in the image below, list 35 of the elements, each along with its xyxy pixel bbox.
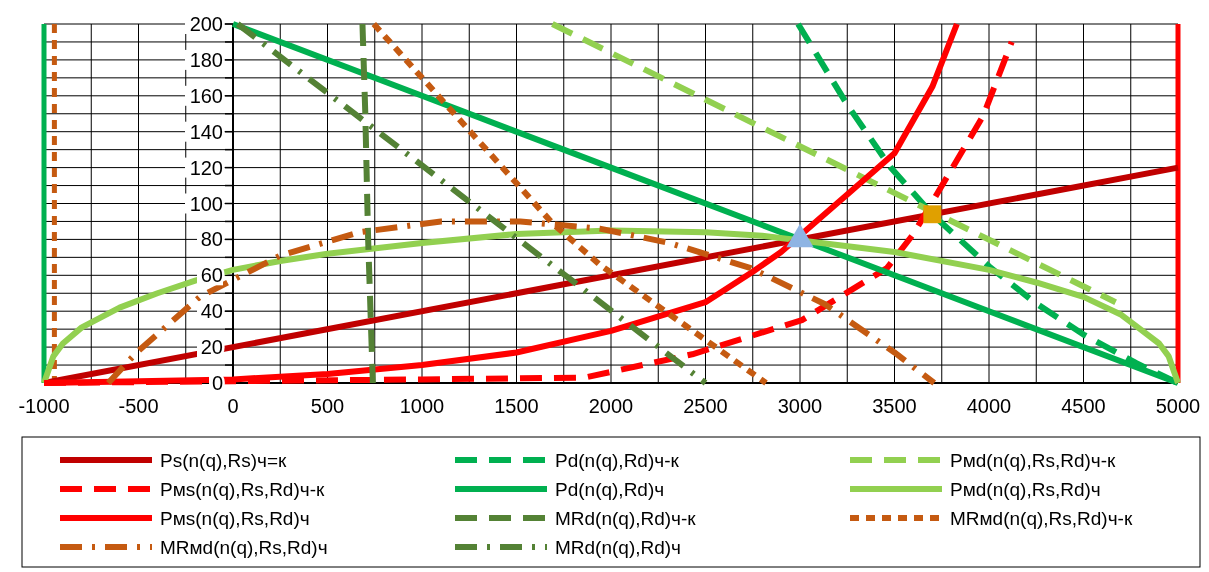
y-tick-label: 200: [189, 13, 223, 35]
legend-label: Pd(n(q),Rd)ч-к: [555, 449, 680, 471]
y-tick-label: 100: [189, 192, 223, 215]
y-tick-label: 140: [189, 120, 223, 143]
y-tick-label: 40: [200, 300, 223, 323]
x-tick-label: 0: [227, 395, 239, 417]
y-tick-label: 180: [189, 48, 223, 71]
legend-label: MRмd(n(q),Rs,Rd)ч-к: [950, 507, 1133, 529]
x-tick-label: 5000: [1155, 395, 1201, 417]
legend-label: Ps(n(q),Rs)ч=к: [160, 449, 288, 471]
legend-label: MRd(n(q),Rd)ч-к: [555, 507, 697, 529]
x-tick-label: 4500: [1061, 395, 1106, 417]
legend-label: MRмd(n(q),Rs,Rd)ч: [160, 536, 328, 558]
x-tick-label: 1000: [399, 395, 445, 417]
legend-label: Pмs(n(q),Rs,Rd)ч: [160, 507, 310, 529]
legend-label: Pмs(n(q),Rs,Rd)ч-к: [160, 478, 325, 500]
y-tick-label: 60: [200, 264, 223, 287]
x-tick-label: 3000: [777, 395, 823, 417]
x-tick-label: 1500: [494, 395, 539, 417]
y-tick-label: 160: [189, 84, 223, 107]
x-tick-label: 4000: [966, 395, 1012, 417]
legend-label: Pмd(n(q),Rs,Rd)ч-к: [950, 449, 1117, 471]
x-tick-label: 3500: [872, 395, 917, 417]
x-tick-label: 2500: [683, 395, 728, 417]
x-tick-label: -500: [118, 395, 159, 417]
legend-label: Pd(n(q),Rd)ч: [555, 478, 665, 500]
legend-label: Pмd(n(q),Rs,Rd)ч: [950, 478, 1101, 500]
y-tick-label: 0: [211, 372, 223, 394]
y-tick-label: 120: [189, 156, 223, 179]
legend-label: MRd(n(q),Rd)ч: [555, 536, 682, 558]
x-tick-label: 2000: [588, 395, 634, 417]
x-tick-label: -1000: [18, 395, 70, 417]
y-tick-label: 20: [200, 336, 223, 359]
y-tick-label: 80: [200, 228, 223, 251]
x-tick-label: 500: [310, 395, 345, 417]
